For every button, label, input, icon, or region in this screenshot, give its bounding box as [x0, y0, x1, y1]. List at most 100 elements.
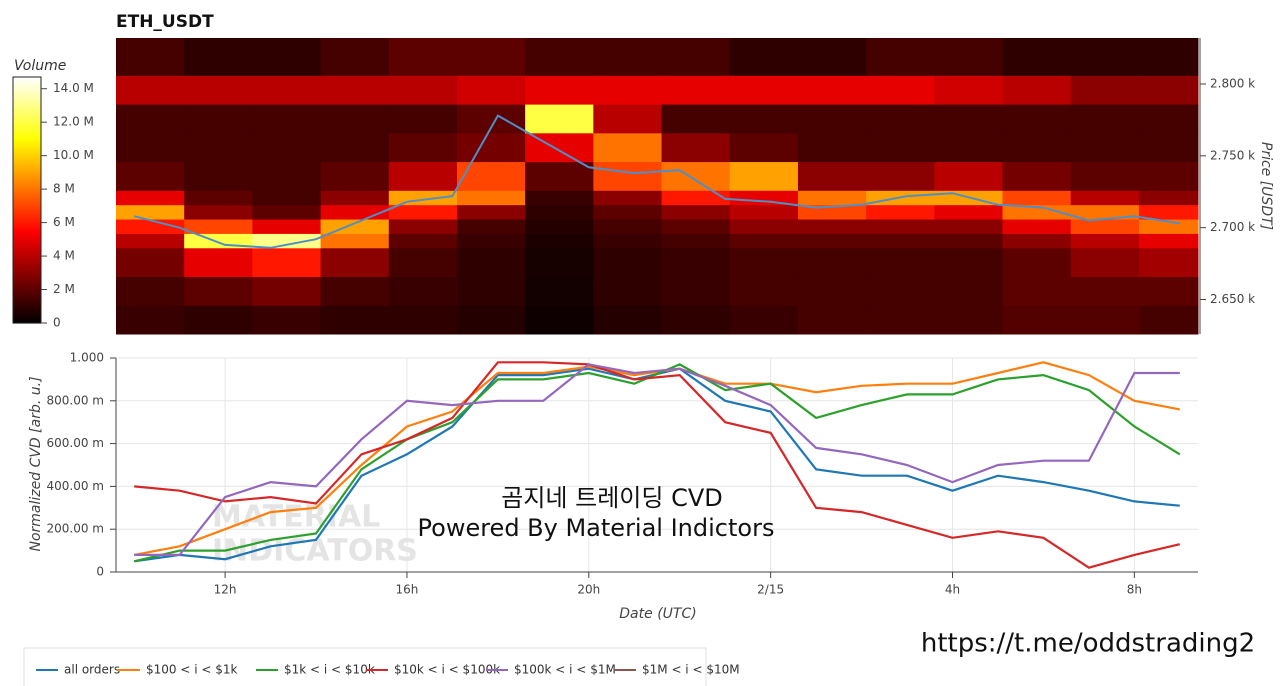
- heatmap-cell: [1002, 305, 1072, 335]
- plots: 2.650 k 2.700 k 2.750 k 2.800 k 0 2 M 4 M 6 M 8 …: [12, 38, 1255, 677]
- heatmap-cell: [184, 219, 253, 234]
- heatmap-cell: [1002, 204, 1072, 220]
- heatmap-cell: [1138, 190, 1199, 206]
- heatmap-cell: [388, 161, 458, 191]
- heatmap-cell: [866, 38, 935, 76]
- colorbar-swatch: [13, 303, 41, 306]
- heatmap-cell: [593, 204, 663, 220]
- heatmap-cell: [797, 38, 867, 76]
- colorbar-swatch: [13, 135, 41, 138]
- heatmap-cell: [252, 132, 322, 163]
- heatmap-cell: [593, 104, 663, 134]
- heatmap-cell: [184, 276, 253, 306]
- y-tick-label: 1.000: [70, 351, 104, 365]
- colorbar-swatch: [13, 269, 41, 272]
- heatmap-cell: [1070, 247, 1140, 278]
- heatmap-cell: [661, 305, 731, 335]
- x-tick-label: 4h: [945, 583, 960, 597]
- legend-label: $1k < i < $10k: [284, 663, 375, 677]
- heatmap-cell: [729, 219, 799, 234]
- heatmap-cell: [1138, 219, 1199, 234]
- colorbar-swatch: [13, 231, 41, 234]
- colorbar-swatch: [13, 319, 41, 322]
- colorbar-swatch: [13, 187, 41, 190]
- colorbar-swatch: [13, 243, 41, 246]
- heatmap-cell: [456, 190, 526, 206]
- heatmap-cell: [320, 104, 390, 134]
- colorbar-swatch: [13, 249, 41, 252]
- y-tick-label: 2.800 k: [1210, 76, 1255, 90]
- heatmap-cell: [593, 276, 663, 306]
- colorbar-swatch: [13, 237, 41, 240]
- x-tick-label: 2/15: [757, 583, 784, 597]
- heatmap-cell: [525, 219, 594, 234]
- heatmap-cell: [1070, 305, 1140, 335]
- colorbar-swatch: [13, 257, 41, 260]
- heatmap-cell: [116, 75, 185, 105]
- heatmap-cell: [1070, 38, 1140, 76]
- colorbar-swatch: [13, 185, 41, 188]
- heatmap-cell: [525, 276, 594, 306]
- heatmap-cell: [456, 204, 526, 220]
- colorbar-swatch: [13, 151, 41, 154]
- heatmap-cell: [934, 161, 1004, 191]
- colorbar-swatch: [13, 285, 41, 288]
- heatmap-cell: [388, 219, 458, 234]
- heatmap-cell: [866, 233, 935, 249]
- colorbar-swatch: [13, 281, 41, 284]
- heatmap-cell: [184, 132, 253, 163]
- x-axis-label: Date (UTC): [619, 606, 696, 622]
- heatmap-cell: [525, 38, 594, 76]
- heatmap-cell: [252, 190, 322, 206]
- heatmap-cell: [184, 104, 253, 134]
- colorbar-swatch: [13, 283, 41, 286]
- colorbar-swatch: [13, 131, 41, 134]
- heatmap-cell: [388, 38, 458, 76]
- heatmap-cell: [729, 75, 799, 105]
- heatmap-cell: [116, 219, 185, 234]
- colorbar-swatch: [13, 307, 41, 310]
- annotation: 곰지네 트레이딩 CVD: [501, 484, 722, 512]
- heatmap-cell: [593, 38, 663, 76]
- heatmap-cell: [661, 233, 731, 249]
- heatmap-cell: [184, 305, 253, 335]
- heatmap-cell: [1002, 132, 1072, 163]
- colorbar-swatch: [13, 203, 41, 206]
- colorbar-swatch: [13, 137, 41, 140]
- colorbar-swatch: [13, 99, 41, 102]
- heatmap-cell: [456, 247, 526, 278]
- colorbar-swatch: [13, 251, 41, 254]
- heatmap-cell: [456, 305, 526, 335]
- heatmap-cell: [1070, 132, 1140, 163]
- y-tick-label: 600.00 m: [47, 436, 105, 450]
- heatmap-cell: [456, 75, 526, 105]
- heatmap-cell: [729, 38, 799, 76]
- heatmap-cell: [1138, 38, 1199, 76]
- heatmap-cell: [866, 204, 935, 220]
- heatmap-cell: [729, 161, 799, 191]
- colorbar-swatch: [13, 145, 41, 148]
- colorbar-swatch: [13, 191, 41, 194]
- x-tick-label: 8h: [1127, 583, 1142, 597]
- heatmap-cell: [388, 276, 458, 306]
- heatmap-cell: [1138, 276, 1199, 306]
- y-tick-label: 2.700 k: [1210, 220, 1255, 234]
- colorbar-swatch: [13, 87, 41, 90]
- colorbar-swatch: [13, 119, 41, 122]
- heatmap-cell: [388, 305, 458, 335]
- heatmap-cell: [661, 204, 731, 220]
- colorbar-swatch: [13, 121, 41, 124]
- heatmap-cell: [1002, 247, 1072, 278]
- heatmap-cell: [729, 132, 799, 163]
- heatmap-cell: [593, 75, 663, 105]
- colorbar-swatch: [13, 165, 41, 168]
- heatmap-cell: [593, 219, 663, 234]
- colorbar-swatch: [13, 215, 41, 218]
- heatmap-cell: [388, 233, 458, 249]
- heatmap-cell: [797, 190, 867, 206]
- colorbar-swatch: [13, 93, 41, 96]
- colorbar-swatch: [13, 115, 41, 118]
- colorbar-swatch: [13, 273, 41, 276]
- heatmap-cell: [320, 276, 390, 306]
- colorbar-swatch: [13, 225, 41, 228]
